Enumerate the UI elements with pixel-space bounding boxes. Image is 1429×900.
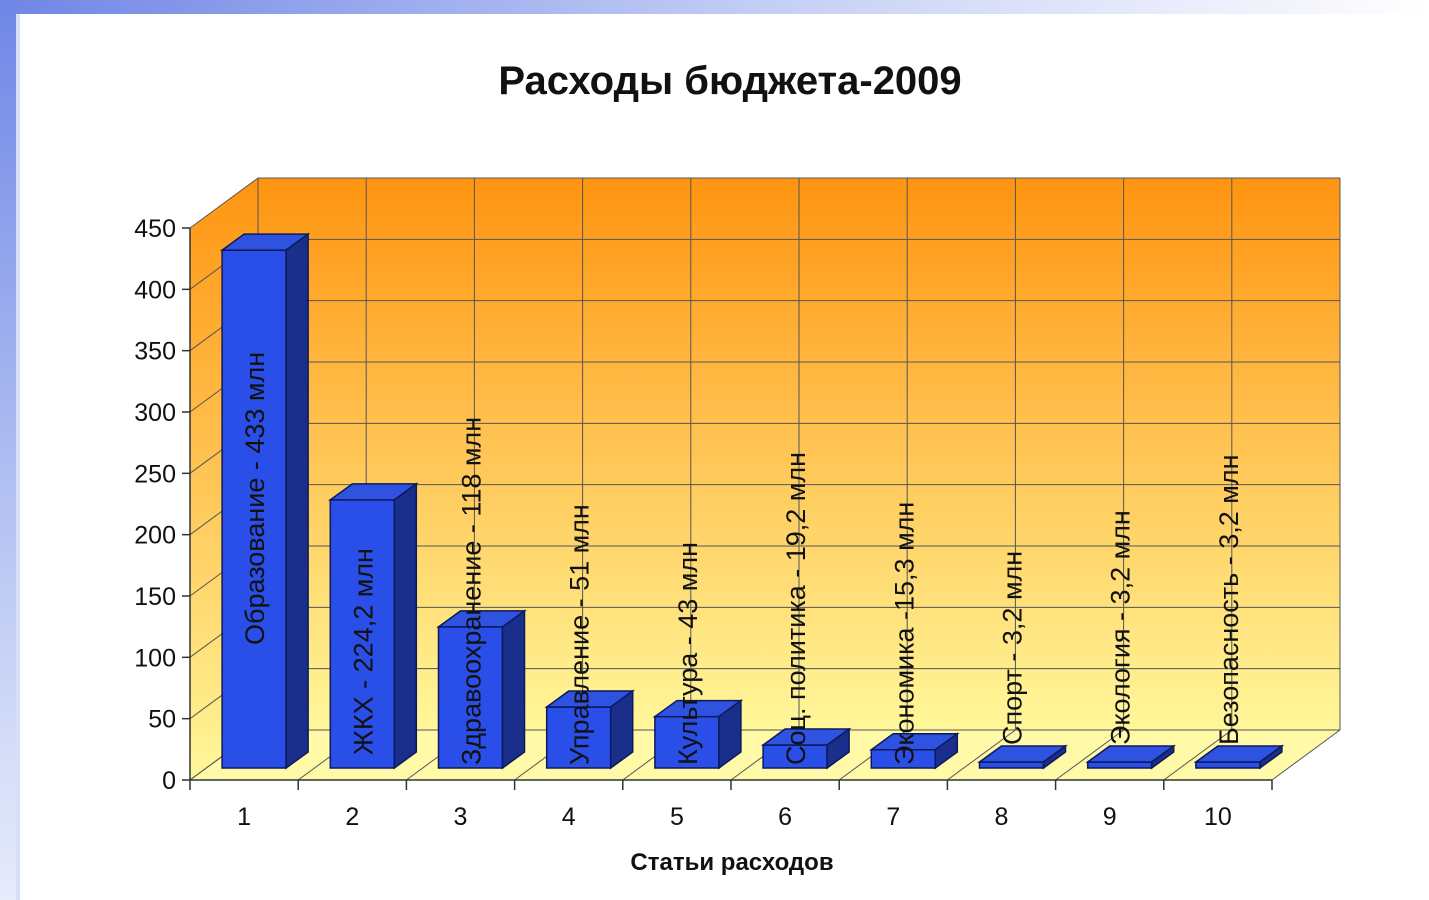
bars bbox=[219, 232, 1285, 770]
x-tick-label: 7 bbox=[886, 803, 900, 831]
axes: 0 50 100 150 200 250 300 350 400 450 1 2 3 4 5 6 7 8 9 10 bbox=[134, 215, 1273, 831]
y-tick-label: 200 bbox=[134, 522, 176, 550]
y-tick-label: 450 bbox=[134, 215, 176, 243]
bar-side bbox=[1259, 744, 1283, 770]
bar-2 bbox=[327, 482, 419, 770]
x-tick-label: 1 bbox=[237, 803, 251, 831]
bar-side bbox=[826, 727, 850, 770]
bar-front bbox=[437, 626, 504, 769]
bar-side bbox=[609, 689, 634, 770]
x-tick-label: 6 bbox=[778, 803, 792, 831]
x-tick-label: 5 bbox=[670, 803, 684, 831]
bar-side bbox=[393, 482, 418, 770]
data-label: Управление - 51 млн bbox=[565, 504, 595, 765]
bar-front bbox=[1195, 761, 1261, 769]
bar-1 bbox=[219, 232, 311, 770]
bar-side bbox=[718, 699, 742, 770]
y-tick-label: 100 bbox=[134, 644, 176, 672]
bar-front bbox=[1086, 761, 1153, 769]
bar-front bbox=[221, 249, 287, 769]
y-tick-label: 150 bbox=[134, 583, 176, 611]
bar-4 bbox=[544, 689, 636, 770]
slide-left-border bbox=[0, 0, 16, 900]
bar-front bbox=[978, 761, 1045, 769]
bar-6 bbox=[760, 727, 852, 770]
x-axis-label: Статьи расходов bbox=[630, 849, 833, 876]
chart-title: Расходы бюджета-2009 bbox=[498, 59, 961, 103]
grid-line-floor bbox=[1271, 729, 1341, 781]
data-label: Экономика -15,3 млн bbox=[889, 502, 919, 765]
bar-9 bbox=[1085, 744, 1177, 770]
bar-side bbox=[285, 232, 309, 770]
x-tick-label: 8 bbox=[995, 803, 1009, 831]
x-tick-label: 10 bbox=[1204, 803, 1232, 831]
y-tick-label: 0 bbox=[162, 767, 176, 795]
bar-side bbox=[934, 732, 959, 770]
bar-3 bbox=[436, 609, 527, 770]
data-label: Спорт - 3,2 млн bbox=[998, 551, 1028, 745]
y-tick-label: 250 bbox=[134, 460, 176, 488]
y-tick-label: 350 bbox=[134, 338, 176, 366]
bar-7 bbox=[868, 732, 960, 770]
x-tick-label: 4 bbox=[562, 803, 576, 831]
slide-left-border-line bbox=[16, 14, 20, 900]
data-label: Экология - 3,2 млн bbox=[1106, 510, 1136, 745]
data-label: Безопасность - 3,2 млн bbox=[1214, 455, 1244, 746]
bar-10 bbox=[1193, 744, 1285, 770]
y-tick-label: 400 bbox=[134, 276, 176, 304]
data-label: Здравоохранение - 118 млн bbox=[457, 417, 487, 765]
bar-side bbox=[1042, 744, 1067, 770]
x-tick-label: 3 bbox=[454, 803, 468, 831]
grid-line-floor bbox=[1163, 729, 1233, 781]
data-label: Образование - 433 млн bbox=[240, 352, 270, 645]
data-label: Соц. политика - 19,2 млн bbox=[781, 452, 811, 765]
bar-side bbox=[501, 609, 526, 770]
bar-side bbox=[1150, 744, 1175, 770]
grid-line-side bbox=[189, 177, 259, 229]
x-tick-label: 9 bbox=[1103, 803, 1117, 831]
y-tick-label: 50 bbox=[148, 706, 176, 734]
x-tick-label: 2 bbox=[345, 803, 359, 831]
bar-5 bbox=[652, 699, 744, 770]
bar-front bbox=[329, 499, 396, 769]
data-labels: Образование - 433 млн ЖКХ - 224,2 млн Здра… bbox=[240, 352, 1244, 765]
bar-front bbox=[654, 715, 720, 769]
bar-8 bbox=[977, 744, 1068, 770]
slide-top-border bbox=[0, 0, 1429, 14]
grid-line-floor bbox=[947, 729, 1016, 781]
data-label: ЖКХ - 224,2 млн bbox=[348, 548, 378, 755]
y-tick-label: 300 bbox=[134, 399, 176, 427]
grid-line-floor bbox=[1055, 729, 1124, 781]
data-label: Культура - 43 млн bbox=[673, 542, 703, 765]
